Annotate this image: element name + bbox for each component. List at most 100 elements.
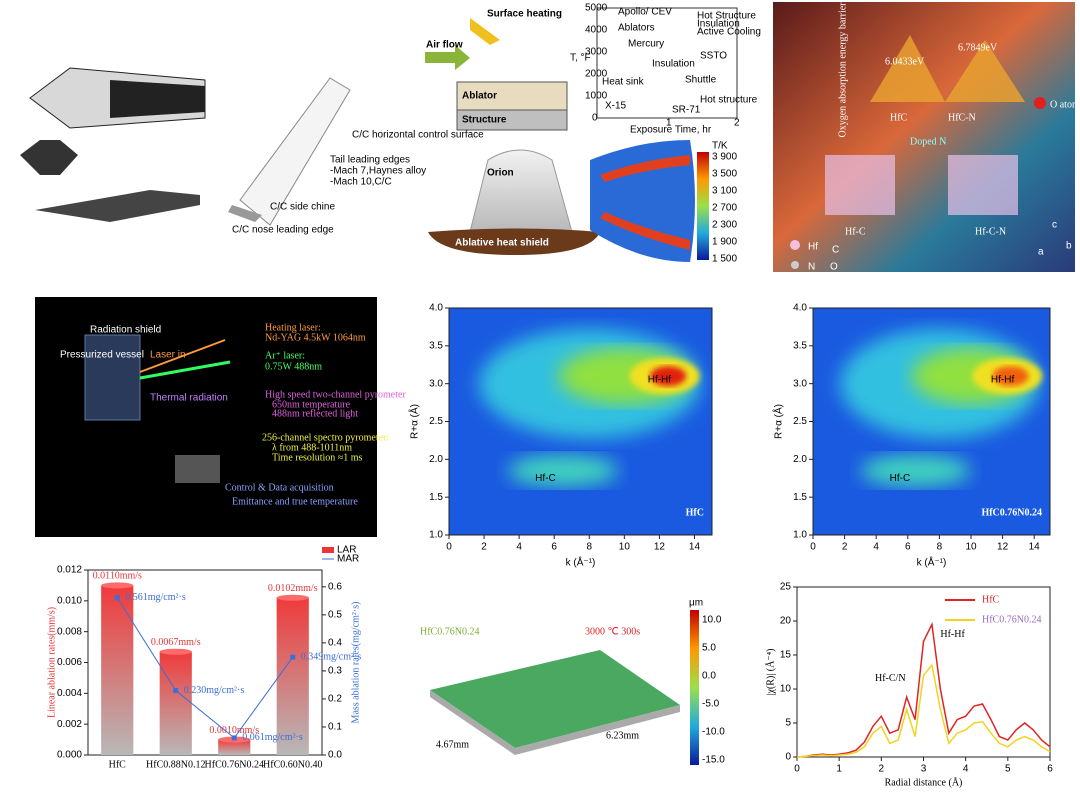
label: Time resolution ≈1 ms bbox=[272, 452, 363, 463]
axis-label: Exposure Time, hr bbox=[630, 125, 712, 136]
label: Heat sink bbox=[602, 77, 645, 88]
annotation: Hf-Hf bbox=[991, 375, 1015, 386]
tick: 1 bbox=[666, 118, 672, 129]
y-axis-label: R+α (Å) bbox=[408, 404, 421, 439]
label: Mercury bbox=[628, 39, 664, 50]
annotation: Hf-C/N bbox=[875, 673, 906, 684]
dft-panel: Oxygen absorption energy barrier 6.0433e… bbox=[773, 2, 1080, 273]
crystal bbox=[948, 155, 1018, 215]
tick: 0.0 bbox=[702, 671, 716, 682]
contour-blob bbox=[507, 454, 618, 487]
label: Ablative heat shield bbox=[455, 238, 549, 249]
tick-label: 10 bbox=[965, 542, 977, 553]
vehicle-panel: C/C horizontal control surface Tail lead… bbox=[20, 67, 484, 236]
point bbox=[114, 595, 120, 601]
crystal bbox=[825, 155, 895, 215]
label: Tail leading edges bbox=[330, 155, 410, 166]
legend: O bbox=[830, 262, 838, 273]
tick-label: 1.0 bbox=[429, 530, 443, 541]
tick-label: 25 bbox=[780, 582, 792, 593]
tick-label: 0.010 bbox=[57, 595, 82, 606]
y-axis-label: Linear ablation rates(mm/s) bbox=[46, 607, 57, 718]
tick-label: 4.0 bbox=[429, 303, 443, 314]
label: Shuttle bbox=[685, 75, 717, 86]
tick: 1 500 bbox=[712, 254, 737, 265]
surface-edge bbox=[430, 690, 680, 755]
label: Emittance and true temperature bbox=[232, 496, 358, 507]
colorbar-title: T/K bbox=[712, 141, 728, 152]
bar bbox=[101, 585, 134, 755]
tick: -15.0 bbox=[702, 755, 725, 766]
bar bbox=[218, 739, 251, 755]
axis: a bbox=[1038, 247, 1044, 258]
label: 0.75W 488nm bbox=[265, 361, 322, 372]
tick-label: 3 bbox=[921, 764, 927, 775]
tick: 2 300 bbox=[712, 220, 737, 231]
tick-label: 14 bbox=[1029, 542, 1041, 553]
tick-label: 4 bbox=[516, 542, 522, 553]
label: Insulation bbox=[697, 19, 740, 30]
tick-label: 15 bbox=[780, 650, 792, 661]
x-tick-label: HfC bbox=[109, 759, 127, 770]
label: Control & Data acquisition bbox=[225, 482, 334, 493]
label: Insulation bbox=[652, 59, 695, 70]
tick-label: 2.5 bbox=[429, 416, 443, 427]
series-line bbox=[796, 663, 1051, 758]
bar bbox=[159, 651, 192, 755]
tick-label: 3.0 bbox=[429, 378, 443, 389]
label: Orion bbox=[487, 168, 514, 179]
tick-label: 6 bbox=[551, 542, 557, 553]
label: Hf-C bbox=[845, 226, 866, 237]
label: Air flow bbox=[426, 40, 463, 51]
vehicle-side bbox=[35, 190, 200, 222]
tick-label: 0.2 bbox=[328, 694, 342, 705]
label: 6.0433eV bbox=[885, 56, 925, 67]
label: C/C side chine bbox=[270, 202, 335, 213]
label: -Mach 10,C/C bbox=[330, 177, 392, 188]
tick-label: 0.012 bbox=[57, 565, 82, 576]
point bbox=[173, 688, 179, 694]
beam bbox=[139, 360, 231, 380]
tick: -10.0 bbox=[702, 727, 725, 738]
axis-label: Oxygen absorption energy barrier bbox=[837, 2, 848, 138]
value-label: 0.061mg/cm²·s bbox=[242, 732, 303, 743]
label: Laser in bbox=[150, 350, 186, 361]
colorbar-unit: μm bbox=[689, 598, 703, 609]
bar bbox=[276, 597, 309, 755]
label: Hot Structure bbox=[697, 11, 756, 22]
tick-label: 3.0 bbox=[793, 378, 807, 389]
y2-axis-label: Mass ablation rates(mg/cm²·s) bbox=[350, 602, 361, 724]
tick: 1000 bbox=[585, 91, 608, 102]
label: SSTO bbox=[700, 51, 727, 62]
beam bbox=[139, 339, 226, 373]
capsule bbox=[469, 149, 573, 233]
tick-label: 12 bbox=[997, 542, 1009, 553]
colorbar bbox=[690, 610, 699, 765]
point bbox=[290, 654, 296, 660]
axis: c bbox=[1052, 220, 1057, 231]
tick-label: 6 bbox=[905, 542, 911, 553]
label: -Mach 7,Haynes alloy bbox=[330, 166, 426, 177]
tick: 3 900 bbox=[712, 152, 737, 163]
colorbar bbox=[697, 152, 709, 260]
tick-label: 2.0 bbox=[793, 454, 807, 465]
value-label: 0.0010mm/s bbox=[209, 725, 259, 736]
legend-label: MAR bbox=[337, 554, 359, 565]
label: Surface heating bbox=[487, 9, 562, 20]
label: Thermal radiation bbox=[150, 393, 228, 404]
structure-layer bbox=[456, 109, 568, 131]
tick-label: 5 bbox=[1005, 764, 1011, 775]
legend-swatch bbox=[322, 547, 334, 553]
atom bbox=[790, 240, 800, 250]
dimension: 6.23mm bbox=[606, 730, 639, 741]
tick-label: 2.5 bbox=[793, 416, 807, 427]
label: Nd-YAG 4.5kW 1064nm bbox=[265, 332, 366, 343]
label: Apollo/ CEV bbox=[618, 7, 672, 18]
annotation: Hf-Hf bbox=[940, 629, 965, 640]
x-tick-label: HfC0.60N0.40 bbox=[263, 759, 322, 770]
y-axis-label: R+α (Å) bbox=[772, 404, 785, 439]
axis-label: T, °F bbox=[570, 53, 591, 64]
tick: 3000 bbox=[585, 47, 608, 58]
setup-panel: Radiation shield Pressurized vessel Lase… bbox=[35, 297, 406, 537]
surface-panel: HfC0.76N0.24 3000 ℃ 300s 4.67mm 6.23mm μ… bbox=[420, 598, 725, 766]
